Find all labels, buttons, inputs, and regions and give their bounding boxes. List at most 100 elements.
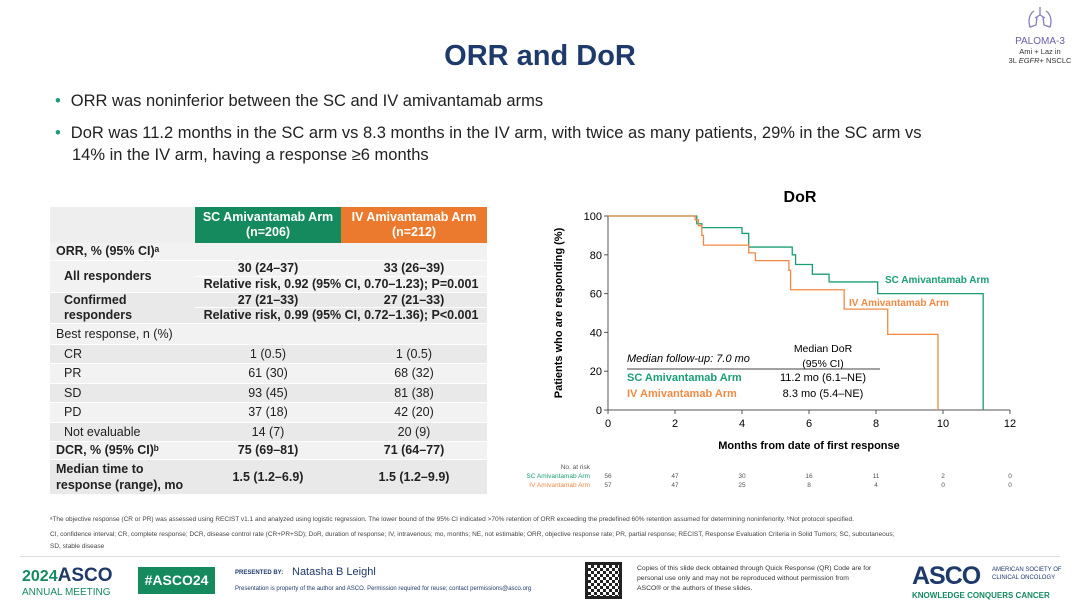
best-row-label: SD <box>50 383 195 403</box>
legend-iv: IV Amivantamab Arm <box>627 388 737 400</box>
sc-km-curve <box>608 215 984 410</box>
y-tick-label: 0 <box>596 405 602 417</box>
x-tick-label: 8 <box>873 418 879 430</box>
median-header-1: Median DoR <box>794 343 853 355</box>
x-tick-label: 4 <box>739 418 745 430</box>
presented-by: PRESENTED BY: <box>235 570 284 576</box>
col-sc-header: SC Amivantamab Arm (n=206) <box>195 207 341 243</box>
qr-code <box>585 562 622 599</box>
iv-km-curve <box>608 215 939 410</box>
risk-iv-value: 0 <box>941 482 945 489</box>
y-tick-label: 40 <box>590 327 602 339</box>
study-line1: Ami + Laz in <box>1019 47 1061 56</box>
asco-society-logo: ASCO AMERICAN SOCIETY OF CLINICAL ONCOLOG… <box>912 562 1062 600</box>
all-label: All responders <box>50 260 195 293</box>
risk-iv-value: 57 <box>604 482 612 489</box>
best-iv: 81 (38) <box>341 383 487 403</box>
y-tick-label: 60 <box>590 289 602 301</box>
bullet-2-cont: 14% in the IV arm, having a response ≥6 … <box>72 146 429 164</box>
followup-text: Median follow-up: 7.0 mo <box>627 353 750 365</box>
risk-sc-value: 2 <box>941 473 945 480</box>
page-title: ORR and DoR <box>444 40 636 72</box>
best-row-label: PD <box>50 402 195 423</box>
best-sc: 93 (45) <box>195 383 341 403</box>
risk-sc-value: 47 <box>671 473 679 480</box>
mttr-iv: 1.5 (1.2–9.9) <box>341 459 487 495</box>
conf-rr: Relative risk, 0.99 (95% CI, 0.72–1.36);… <box>195 307 487 324</box>
footer-divider <box>20 556 1060 557</box>
dcr-label: DCR, % (95% CI)ᵇ <box>50 441 195 460</box>
risk-sc-label: SC Amivantamab Arm <box>526 473 590 480</box>
presenter-name: Natasha B Leighl <box>292 566 376 578</box>
x-tick-label: 6 <box>806 418 812 430</box>
best-iv: 42 (20) <box>341 402 487 423</box>
x-axis-label: Months from date of first response <box>718 440 900 452</box>
iv-line-label: IV Amivantamab Arm <box>849 298 949 309</box>
qr-notice: Copies of this slide deck obtained throu… <box>637 565 872 592</box>
risk-sc-value: 16 <box>805 473 813 480</box>
risk-iv-value: 25 <box>738 482 746 489</box>
median-header-2: (95% CI) <box>802 358 843 370</box>
all-iv: 33 (26–39) <box>341 260 487 277</box>
risk-iv-label: IV Amivantamab Arm <box>529 482 590 489</box>
risk-sc-value: 30 <box>738 473 746 480</box>
conf-label: Confirmed responders <box>50 292 195 324</box>
all-rr: Relative risk, 0.92 (95% CI, 0.70–1.23);… <box>195 276 487 293</box>
best-sc: 1 (0.5) <box>195 344 341 364</box>
legend-sc: SC Amivantamab Arm <box>627 372 742 384</box>
best-sc: 37 (18) <box>195 402 341 423</box>
risk-iv-value: 4 <box>874 482 878 489</box>
all-sc: 30 (24–37) <box>195 260 341 277</box>
risk-iv-value: 0 <box>1008 482 1012 489</box>
results-table: SC Amivantamab Arm (n=206) IV Amivantamab… <box>50 207 487 495</box>
best-iv: 1 (0.5) <box>341 344 487 364</box>
col-iv-header: IV Amivantamab Arm (n=212) <box>341 207 487 243</box>
risk-sc-value: 56 <box>604 473 612 480</box>
study-name: PALOMA-3 <box>1015 36 1065 47</box>
y-tick-label: 100 <box>584 211 602 223</box>
footnote-2: CI, confidence interval; CR, complete re… <box>50 531 895 538</box>
best-row-label: Not evaluable <box>50 422 195 442</box>
orr-label: ORR, % (95% CI)ᵃ <box>50 243 487 261</box>
x-tick-label: 10 <box>937 418 949 430</box>
y-tick-label: 80 <box>590 250 602 262</box>
footnote-3: SD, stable disease <box>50 543 105 550</box>
sc-line-label: SC Amivantamab Arm <box>885 275 989 286</box>
x-tick-label: 2 <box>672 418 678 430</box>
hashtag-badge: #ASCO24 <box>138 567 215 594</box>
best-iv: 20 (9) <box>341 422 487 442</box>
best-row-label: PR <box>50 363 195 384</box>
best-label: Best response, n (%) <box>50 323 487 345</box>
conf-sc: 27 (21–33) <box>195 292 341 308</box>
dcr-iv: 71 (64–77) <box>341 441 487 460</box>
iv-median: 8.3 mo (5.4–NE) <box>783 388 864 400</box>
best-row-label: CR <box>50 344 195 364</box>
footnote-1: ᵃThe objective response (CR or PR) was a… <box>50 516 854 523</box>
chart-title: DoR <box>784 189 817 206</box>
bullet-1: • ORR was noninferior between the SC and … <box>55 92 544 110</box>
best-sc: 14 (7) <box>195 422 341 442</box>
conf-iv: 27 (21–33) <box>341 292 487 308</box>
risk-iv-value: 47 <box>671 482 679 489</box>
x-tick-label: 0 <box>605 418 611 430</box>
property-notice: Presentation is property of the author a… <box>235 586 532 592</box>
study-line2: 3L EGFR+ NSCLC <box>1008 56 1072 65</box>
mttr-label: Median time to response (range), mo <box>50 459 195 495</box>
study-logo: PALOMA-3 Ami + Laz in 3L EGFR+ NSCLC <box>1000 5 1080 65</box>
y-axis-label: Patients who are responding (%) <box>553 227 565 398</box>
y-tick-label: 20 <box>590 366 602 378</box>
risk-sc-value: 0 <box>1008 473 1012 480</box>
risk-label: No. at risk <box>561 464 591 471</box>
risk-sc-value: 11 <box>873 473 880 480</box>
risk-iv-value: 8 <box>807 482 811 489</box>
sc-median: 11.2 mo (6.1–NE) <box>780 372 866 384</box>
dcr-sc: 75 (69–81) <box>195 441 341 460</box>
dor-chart: DoR Patients who are responding (%) Mont… <box>526 189 1016 489</box>
asco-meeting-logo: 2024ASCO ANNUAL MEETING <box>22 565 113 599</box>
bullet-2: • DoR was 11.2 months in the SC arm vs 8.… <box>55 124 922 142</box>
lungs-icon <box>1028 7 1052 28</box>
best-iv: 68 (32) <box>341 363 487 384</box>
x-tick-label: 12 <box>1004 418 1016 430</box>
mttr-sc: 1.5 (1.2–6.9) <box>195 459 341 495</box>
best-sc: 61 (30) <box>195 363 341 384</box>
